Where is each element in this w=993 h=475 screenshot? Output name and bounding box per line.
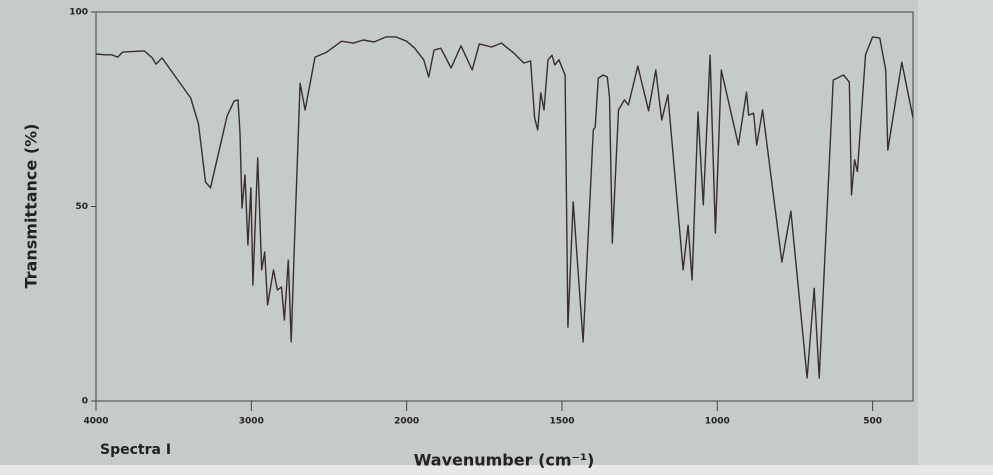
x-tick-label: 4000 bbox=[83, 417, 108, 427]
x-tick-label: 2000 bbox=[394, 417, 419, 427]
y-axis-label: Transmittance (%) bbox=[22, 124, 41, 289]
y-tick-label: 50 bbox=[75, 202, 88, 212]
x-tick-label: 500 bbox=[863, 417, 882, 427]
x-tick-label: 1500 bbox=[549, 417, 574, 427]
y-tick-label: 0 bbox=[82, 397, 88, 407]
plot-frame bbox=[95, 11, 914, 402]
spectrum-line bbox=[95, 36, 914, 379]
y-tick-label: 100 bbox=[69, 8, 88, 18]
x-tick-label: 1000 bbox=[705, 417, 730, 427]
x-tick-label: 3000 bbox=[239, 417, 264, 427]
x-axis-label: Wavenumber (cm⁻¹) bbox=[414, 451, 595, 470]
caption: Spectra I bbox=[100, 442, 171, 458]
scrollbar bbox=[0, 465, 993, 475]
side-panel bbox=[918, 0, 993, 475]
